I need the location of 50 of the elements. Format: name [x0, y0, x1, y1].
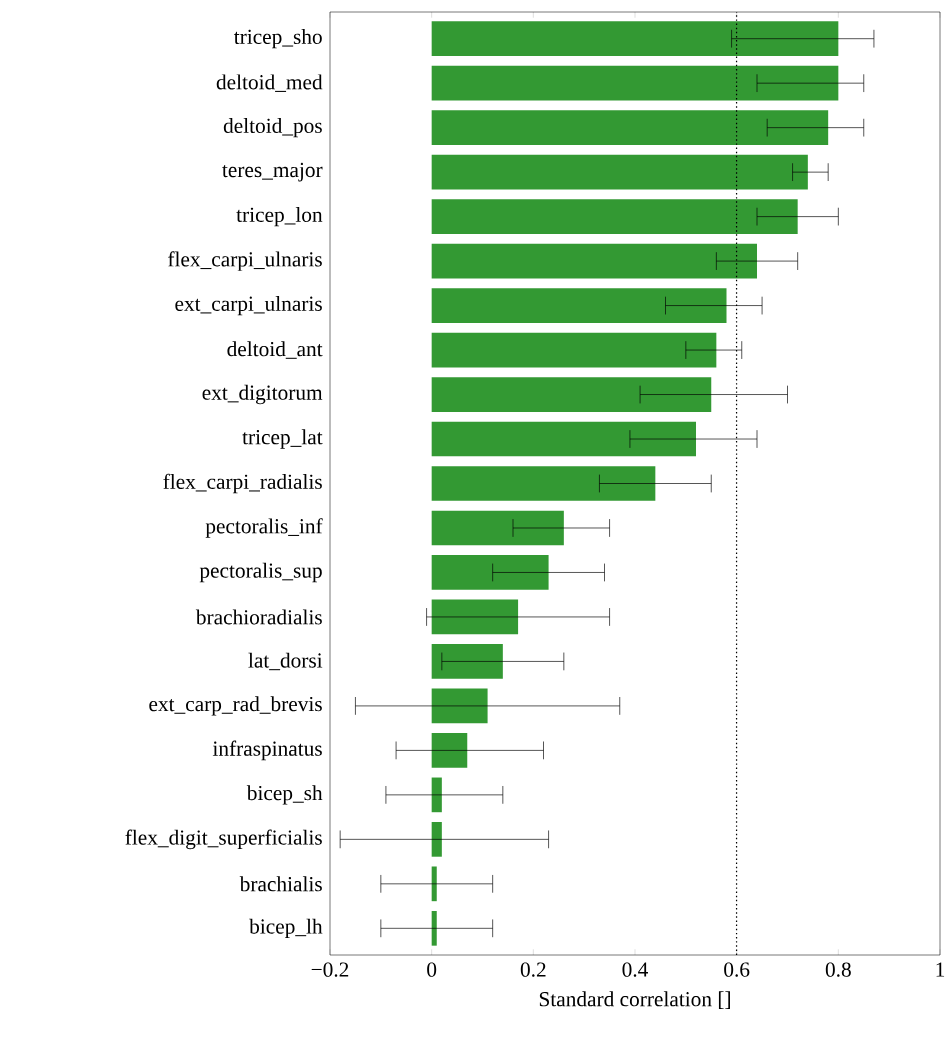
bar — [431, 688, 488, 724]
bar — [431, 644, 503, 679]
bar — [431, 510, 564, 546]
bar — [431, 21, 839, 57]
y-tick-label: deltoid_ant — [227, 341, 323, 359]
bar — [431, 377, 712, 412]
x-tick-label: 0 — [427, 962, 437, 977]
bar — [431, 154, 808, 190]
y-tick-label: ext_carp_rad_brevis — [149, 696, 322, 716]
bar — [431, 910, 437, 946]
y-tick-label: bicep_lh — [249, 918, 323, 938]
y-tick-label: deltoid_med — [216, 74, 323, 92]
bar — [431, 599, 519, 635]
y-tick-label: tricep_sho — [233, 29, 322, 49]
y-tick-label: infraspinatus — [212, 740, 322, 761]
x-tick-label: 0.8 — [825, 962, 851, 977]
bar — [431, 822, 442, 857]
bar — [431, 866, 437, 902]
x-axis-title: Standard correlation [] — [539, 991, 730, 1010]
y-tick-label: bicep_sh — [246, 785, 323, 805]
y-tick-label: teres_major — [222, 162, 323, 182]
y-tick-label: pectoralis_inf — [205, 518, 323, 538]
x-tick-label: 1 — [936, 962, 945, 977]
y-tick-label: brachialis — [239, 876, 322, 892]
bar — [431, 110, 829, 145]
x-tick-label: 0.4 — [622, 962, 648, 977]
y-tick-label: brachioradialis — [195, 609, 322, 625]
bar — [431, 466, 656, 501]
bar — [431, 332, 717, 368]
bar — [431, 733, 468, 768]
bar — [431, 777, 442, 813]
y-tick-label: ext_digitorum — [202, 384, 323, 405]
y-tick-label: flex_carpi_ulnaris — [168, 251, 322, 271]
y-tick-label: tricep_lon — [236, 206, 323, 227]
bar — [431, 555, 549, 590]
bar — [431, 199, 798, 234]
x-tick-label: −0.2 — [311, 962, 349, 977]
y-tick-label: flex_carpi_radialis — [163, 473, 322, 494]
y-tick-label: flex_digit_superficialis — [125, 829, 322, 850]
bar — [431, 243, 758, 279]
bar — [431, 288, 727, 323]
y-tick-label: tricep_lat — [242, 429, 323, 449]
x-tick-label: 0.2 — [520, 962, 546, 977]
y-tick-label: lat_dorsi — [248, 652, 323, 671]
bar — [431, 421, 697, 457]
y-tick-label: pectoralis_sup — [199, 562, 322, 583]
y-tick-label: deltoid_pos — [223, 117, 322, 138]
x-tick-label: 0.6 — [724, 962, 750, 977]
y-tick-label: ext_carpi_ulnaris — [175, 295, 322, 316]
bar — [431, 65, 839, 101]
